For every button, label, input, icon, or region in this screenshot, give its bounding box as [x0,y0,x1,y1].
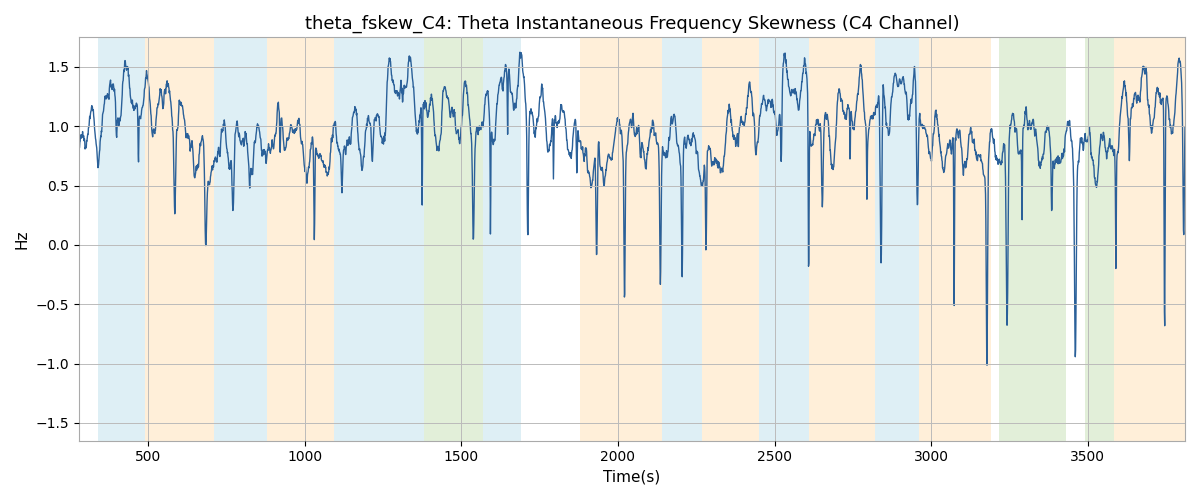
Title: theta_fskew_C4: Theta Instantaneous Frequency Skewness (C4 Channel): theta_fskew_C4: Theta Instantaneous Freq… [305,15,959,34]
Bar [581,38,661,440]
Bar [214,38,266,440]
Bar [484,38,521,440]
Bar [919,38,991,440]
Bar [424,38,484,440]
Bar [661,38,702,440]
Bar [97,38,145,440]
Bar [1115,38,1186,440]
X-axis label: Time(s): Time(s) [604,470,660,485]
Bar [998,38,1066,440]
Bar [145,38,214,440]
Bar [758,38,809,440]
Bar [1085,38,1115,440]
Bar [702,38,758,440]
Bar [875,38,919,440]
Bar [809,38,875,440]
Bar [266,38,335,440]
Y-axis label: Hz: Hz [14,230,30,249]
Bar [335,38,424,440]
